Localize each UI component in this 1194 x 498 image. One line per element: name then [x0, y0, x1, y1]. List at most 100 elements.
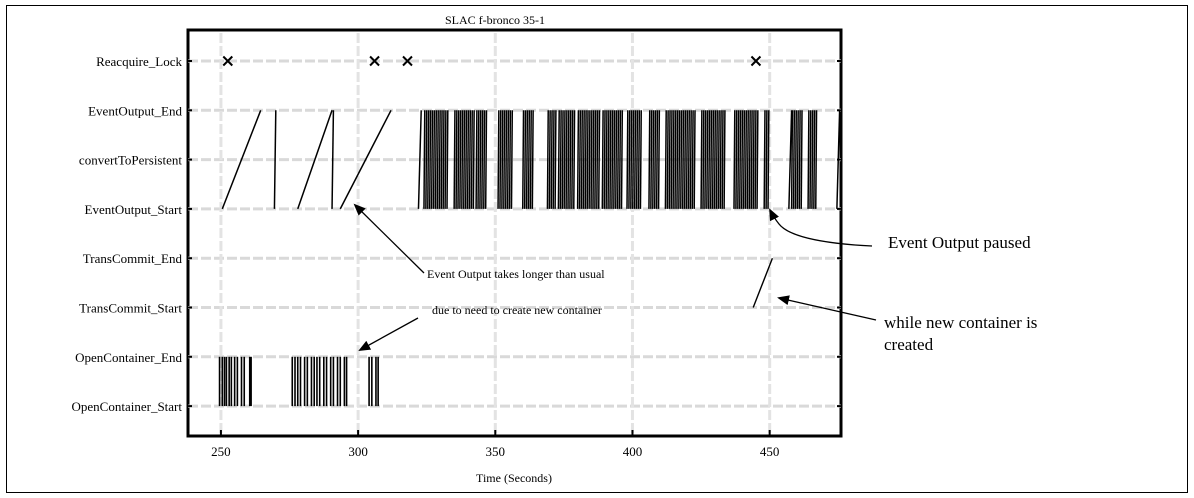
event-output-burst-line — [752, 110, 755, 209]
event-output-burst-line — [630, 110, 633, 209]
event-output-burst-line — [432, 110, 436, 209]
event-output-burst-line — [446, 110, 449, 209]
event-output-burst-line — [483, 110, 486, 209]
event-output-burst-line — [613, 110, 616, 209]
event-output-transition — [788, 110, 793, 209]
event-output-transition — [339, 109, 392, 210]
event-output-burst-line — [440, 110, 443, 209]
event-output-burst-line — [683, 110, 687, 209]
event-output-burst-line — [504, 110, 508, 209]
event-output-burst-line — [756, 110, 759, 209]
event-output-burst-line — [767, 110, 770, 209]
event-output-burst-line — [428, 110, 432, 209]
event-output-burst-line — [596, 110, 599, 209]
event-output-burst-line — [503, 110, 506, 209]
event-output-burst-line — [525, 110, 529, 209]
event-output-burst-line — [709, 110, 713, 209]
event-output-burst-line — [717, 110, 720, 209]
event-output-burst-line — [479, 110, 482, 209]
y-tick-label: Reacquire_Lock — [96, 54, 182, 69]
event-output-burst-line — [434, 110, 438, 209]
event-output-burst-line — [597, 110, 601, 209]
y-tick-label: EventOutput_End — [88, 103, 182, 118]
x-tick-label: 350 — [486, 444, 506, 459]
event-output-burst-line — [438, 110, 441, 209]
event-output-burst-line — [740, 110, 744, 209]
y-tick-label: EventOutput_Start — [85, 202, 183, 217]
event-output-burst-line — [552, 110, 555, 209]
event-output-burst-line — [510, 110, 514, 209]
event-output-burst-line — [626, 110, 629, 209]
event-output-transition — [331, 110, 335, 209]
event-output-burst-line — [628, 110, 631, 209]
event-output-burst-line — [427, 110, 430, 209]
event-output-burst-line — [657, 110, 661, 209]
event-output-burst-line — [584, 110, 587, 209]
event-output-burst-line — [601, 110, 604, 209]
event-output-burst-line — [678, 110, 681, 209]
event-output-burst-line — [794, 110, 798, 209]
event-output-burst-line — [609, 110, 612, 209]
event-output-burst-line — [792, 110, 796, 209]
reacquire-lock-marker — [222, 55, 233, 67]
event-output-burst-line — [470, 110, 473, 209]
annotation-container-created-1: while new container is — [884, 313, 1037, 332]
event-output-burst-line — [664, 110, 667, 209]
event-output-burst-line — [497, 110, 500, 209]
event-output-burst-line — [708, 110, 711, 209]
annotation-container-created-2: created — [884, 335, 934, 354]
y-tick-label: OpenContainer_Start — [72, 399, 183, 414]
event-output-burst-line — [586, 110, 589, 209]
arrow-event-output-paused — [769, 208, 873, 247]
event-output-burst-line — [559, 110, 562, 209]
event-output-transition — [221, 110, 262, 210]
event-output-burst-line — [742, 110, 746, 209]
event-output-burst-line — [567, 110, 570, 209]
event-output-burst-line — [637, 110, 641, 209]
event-output-burst-line — [529, 110, 532, 209]
event-output-burst-line — [737, 110, 740, 209]
event-output-transition — [417, 110, 422, 209]
event-output-burst-line — [633, 110, 637, 209]
arrow-new-container-created — [777, 295, 877, 321]
event-output-burst-line — [719, 110, 722, 209]
event-output-burst-line — [666, 110, 669, 209]
event-output-burst-line — [546, 110, 549, 209]
event-output-burst-line — [733, 110, 736, 209]
event-output-burst-line — [635, 110, 639, 209]
event-output-burst-line — [557, 110, 560, 209]
event-output-burst-line — [508, 110, 512, 209]
event-output-burst-line — [527, 110, 531, 209]
event-output-burst-line — [573, 110, 576, 209]
event-output-burst-line — [653, 110, 657, 209]
arrow-new-container — [358, 317, 419, 351]
reacquire-lock-marker — [402, 55, 413, 67]
figure-frame — [6, 5, 1188, 493]
event-output-burst-line — [693, 110, 696, 209]
plot-area — [186, 28, 843, 438]
event-output-burst-line — [453, 110, 456, 209]
event-output-burst-line — [689, 110, 692, 209]
event-output-burst-line — [670, 110, 673, 209]
event-output-burst-line — [811, 110, 814, 209]
event-output-burst-line — [468, 110, 472, 209]
event-output-burst-line — [582, 110, 585, 209]
event-output-burst-line — [592, 110, 595, 209]
event-output-burst-line — [430, 110, 434, 209]
annotation-new-container: due to need to create new container — [432, 303, 602, 317]
event-output-burst-line — [523, 110, 527, 209]
event-output-burst-line — [715, 110, 718, 209]
event-output-burst-line — [672, 110, 675, 209]
event-output-burst-line — [614, 110, 618, 209]
event-output-burst-line — [813, 110, 816, 209]
event-output-burst-line — [735, 110, 738, 209]
event-output-burst-line — [616, 110, 620, 209]
event-output-burst-line — [455, 110, 458, 209]
event-output-burst-line — [501, 110, 504, 209]
event-output-burst-line — [711, 110, 715, 209]
event-output-burst-line — [477, 110, 480, 209]
event-output-burst-line — [466, 110, 470, 209]
event-output-burst-line — [648, 110, 651, 209]
event-output-burst-line — [807, 110, 810, 209]
x-tick-label: 450 — [760, 444, 780, 459]
